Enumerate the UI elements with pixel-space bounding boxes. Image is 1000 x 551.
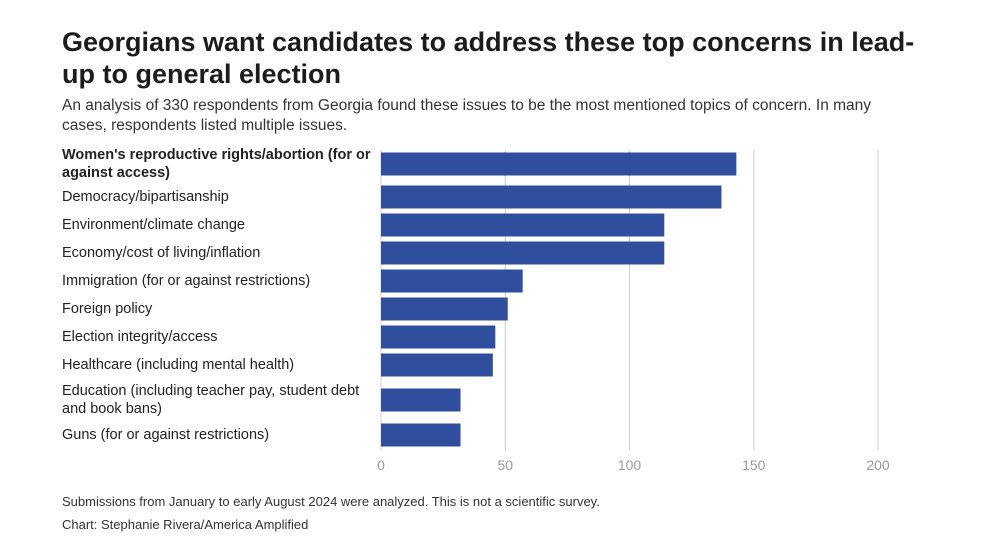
bar bbox=[381, 213, 665, 237]
chart-title: Georgians want candidates to address the… bbox=[62, 27, 915, 89]
category-label: Election integrity/access bbox=[62, 329, 218, 345]
category-label: Guns (for or against restrictions) bbox=[62, 427, 270, 443]
bar bbox=[381, 152, 737, 176]
chart-credit: Chart: Stephanie Rivera/America Amplifie… bbox=[62, 517, 309, 532]
bar bbox=[381, 388, 461, 412]
x-tick-label: 200 bbox=[866, 457, 890, 473]
bar bbox=[381, 423, 461, 447]
category-label: Healthcare (including mental health) bbox=[62, 357, 295, 373]
x-axis-ticks: 0 50 100 150 200 bbox=[377, 457, 890, 473]
category-label: Environment/climate change bbox=[62, 217, 245, 233]
category-label: Education (including teacher pay, studen… bbox=[62, 383, 360, 417]
category-label: Democracy/bipartisanship bbox=[62, 189, 229, 205]
bar bbox=[381, 325, 496, 349]
x-tick-label: 100 bbox=[618, 457, 642, 473]
bar bbox=[381, 353, 493, 377]
bars bbox=[381, 152, 737, 447]
x-tick-label: 0 bbox=[377, 457, 385, 473]
category-label: Women's reproductive rights/abortion (fo… bbox=[62, 147, 371, 181]
bar bbox=[381, 185, 722, 209]
category-label: Economy/cost of living/inflation bbox=[62, 245, 261, 261]
bar bbox=[381, 269, 523, 293]
x-tick-label: 150 bbox=[742, 457, 766, 473]
category-label: Immigration (for or against restrictions… bbox=[62, 273, 311, 289]
bar bbox=[381, 297, 508, 321]
footnote: Submissions from January to early August… bbox=[62, 494, 600, 509]
chart-subtitle: An analysis of 330 respondents from Geor… bbox=[62, 97, 872, 134]
bar bbox=[381, 241, 665, 265]
category-label: Foreign policy bbox=[62, 301, 153, 317]
x-tick-label: 50 bbox=[497, 457, 513, 473]
